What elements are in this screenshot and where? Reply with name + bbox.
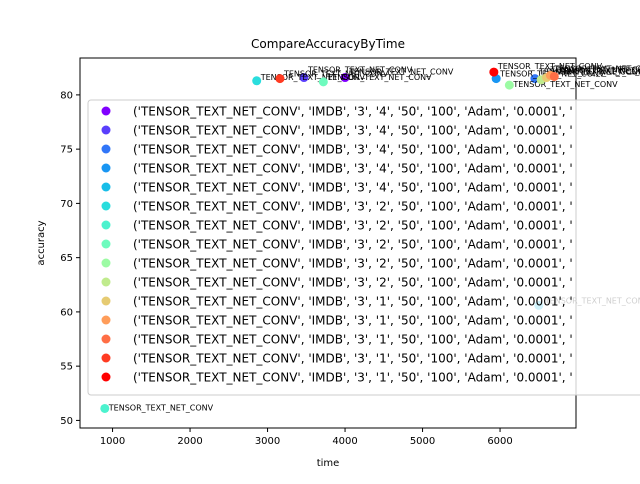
x-tick-label: 2000 xyxy=(177,436,202,447)
legend-entry: ('TENSOR_TEXT_NET_CONV', 'IMDB', '3', '1… xyxy=(133,314,573,328)
legend-marker xyxy=(101,106,111,116)
legend-marker xyxy=(101,353,111,363)
legend-entry: ('TENSOR_TEXT_NET_CONV', 'IMDB', '3', '1… xyxy=(133,295,573,309)
legend-entry: ('TENSOR_TEXT_NET_CONV', 'IMDB', '3', '4… xyxy=(133,181,573,195)
data-point xyxy=(299,73,309,83)
legend-box xyxy=(87,99,640,396)
legend-entry: ('TENSOR_TEXT_NET_CONV', 'IMDB', '3', '4… xyxy=(133,143,573,157)
point-label: TENSOR_TEXT_NET_CONV xyxy=(283,70,389,79)
legend-entry: ('TENSOR_TEXT_NET_CONV', 'IMDB', '3', '2… xyxy=(133,257,573,271)
x-tick-label: 6000 xyxy=(487,436,512,447)
y-tick-label: 50 xyxy=(60,416,73,427)
legend: ('TENSOR_TEXT_NET_CONV', 'IMDB', '3', '4… xyxy=(87,99,640,396)
x-tick-label: 4000 xyxy=(332,436,357,447)
y-tick-label: 60 xyxy=(60,307,73,318)
legend-entry: ('TENSOR_TEXT_NET_CONV', 'IMDB', '3', '4… xyxy=(133,105,573,119)
legend-marker xyxy=(101,315,111,325)
legend-entry: ('TENSOR_TEXT_NET_CONV', 'IMDB', '3', '2… xyxy=(133,200,573,214)
data-point xyxy=(252,76,262,86)
legend-entry: ('TENSOR_TEXT_NET_CONV', 'IMDB', '3', '1… xyxy=(133,371,573,385)
y-tick-label: 70 xyxy=(60,199,73,210)
legend-marker xyxy=(101,125,111,135)
legend-marker xyxy=(101,144,111,154)
x-tick-label: 3000 xyxy=(255,436,280,447)
legend-entry: ('TENSOR_TEXT_NET_CONV', 'IMDB', '3', '1… xyxy=(133,352,573,366)
point-label: TENSOR_TEXT_NET_CONV xyxy=(550,66,640,75)
y-tick-label: 65 xyxy=(60,253,73,264)
legend-entry: ('TENSOR_TEXT_NET_CONV', 'IMDB', '3', '4… xyxy=(133,124,573,138)
legend-marker xyxy=(101,220,111,230)
legend-marker xyxy=(101,182,111,192)
y-axis-label: accuracy xyxy=(36,220,47,265)
legend-entry: ('TENSOR_TEXT_NET_CONV', 'IMDB', '3', '2… xyxy=(133,238,573,252)
point-label: TENSOR_TEXT_NET_CONV xyxy=(260,73,366,82)
y-tick-label: 55 xyxy=(60,362,73,373)
x-tick-label: 5000 xyxy=(410,436,435,447)
data-point xyxy=(504,80,514,90)
legend-marker xyxy=(101,334,111,344)
chart-title: CompareAccuracyByTime xyxy=(251,37,405,51)
legend-marker xyxy=(101,372,111,382)
legend-marker xyxy=(101,163,111,173)
legend-marker xyxy=(101,277,111,287)
point-label: TENSOR_TEXT_NET_CONV xyxy=(553,64,640,73)
legend-entry: ('TENSOR_TEXT_NET_CONV', 'IMDB', '3', '4… xyxy=(133,162,573,176)
point-label: TENSOR_TEXT_NET_CONV xyxy=(497,62,603,71)
y-tick-label: 75 xyxy=(60,145,73,156)
point-label: TENSOR_TEXT_NET_CONV xyxy=(108,403,214,412)
legend-marker xyxy=(101,201,111,211)
x-axis-label: time xyxy=(317,458,340,469)
legend-entry: ('TENSOR_TEXT_NET_CONV', 'IMDB', '3', '2… xyxy=(133,219,573,233)
point-label: TENSOR_TEXT_NET_CONV xyxy=(307,66,413,75)
legend-entry: ('TENSOR_TEXT_NET_CONV', 'IMDB', '3', '1… xyxy=(133,333,573,347)
point-label: TENSOR_TEXT_NET_CONV xyxy=(326,73,432,82)
y-tick-label: 80 xyxy=(60,90,73,101)
point-label: TENSOR_TEXT_NET_CONV xyxy=(557,66,640,75)
point-label: TENSOR_TEXT_NET_CONV xyxy=(544,68,640,77)
data-point xyxy=(100,403,110,413)
point-label: TENSOR_TEXT_NET_CONV xyxy=(348,68,454,77)
data-point xyxy=(340,73,350,83)
x-tick-label: 1000 xyxy=(100,436,125,447)
legend-marker xyxy=(101,296,111,306)
data-point xyxy=(549,71,559,81)
point-label: TENSOR_TEXT_NET_CONV xyxy=(538,68,640,77)
data-point xyxy=(489,67,499,77)
point-label: TENSOR_TEXT_NET_CONV xyxy=(512,80,618,89)
data-point xyxy=(318,77,328,87)
legend-marker xyxy=(101,239,111,249)
legend-marker xyxy=(101,258,111,268)
legend-entry: ('TENSOR_TEXT_NET_CONV', 'IMDB', '3', '2… xyxy=(133,276,573,290)
data-point xyxy=(275,74,285,84)
